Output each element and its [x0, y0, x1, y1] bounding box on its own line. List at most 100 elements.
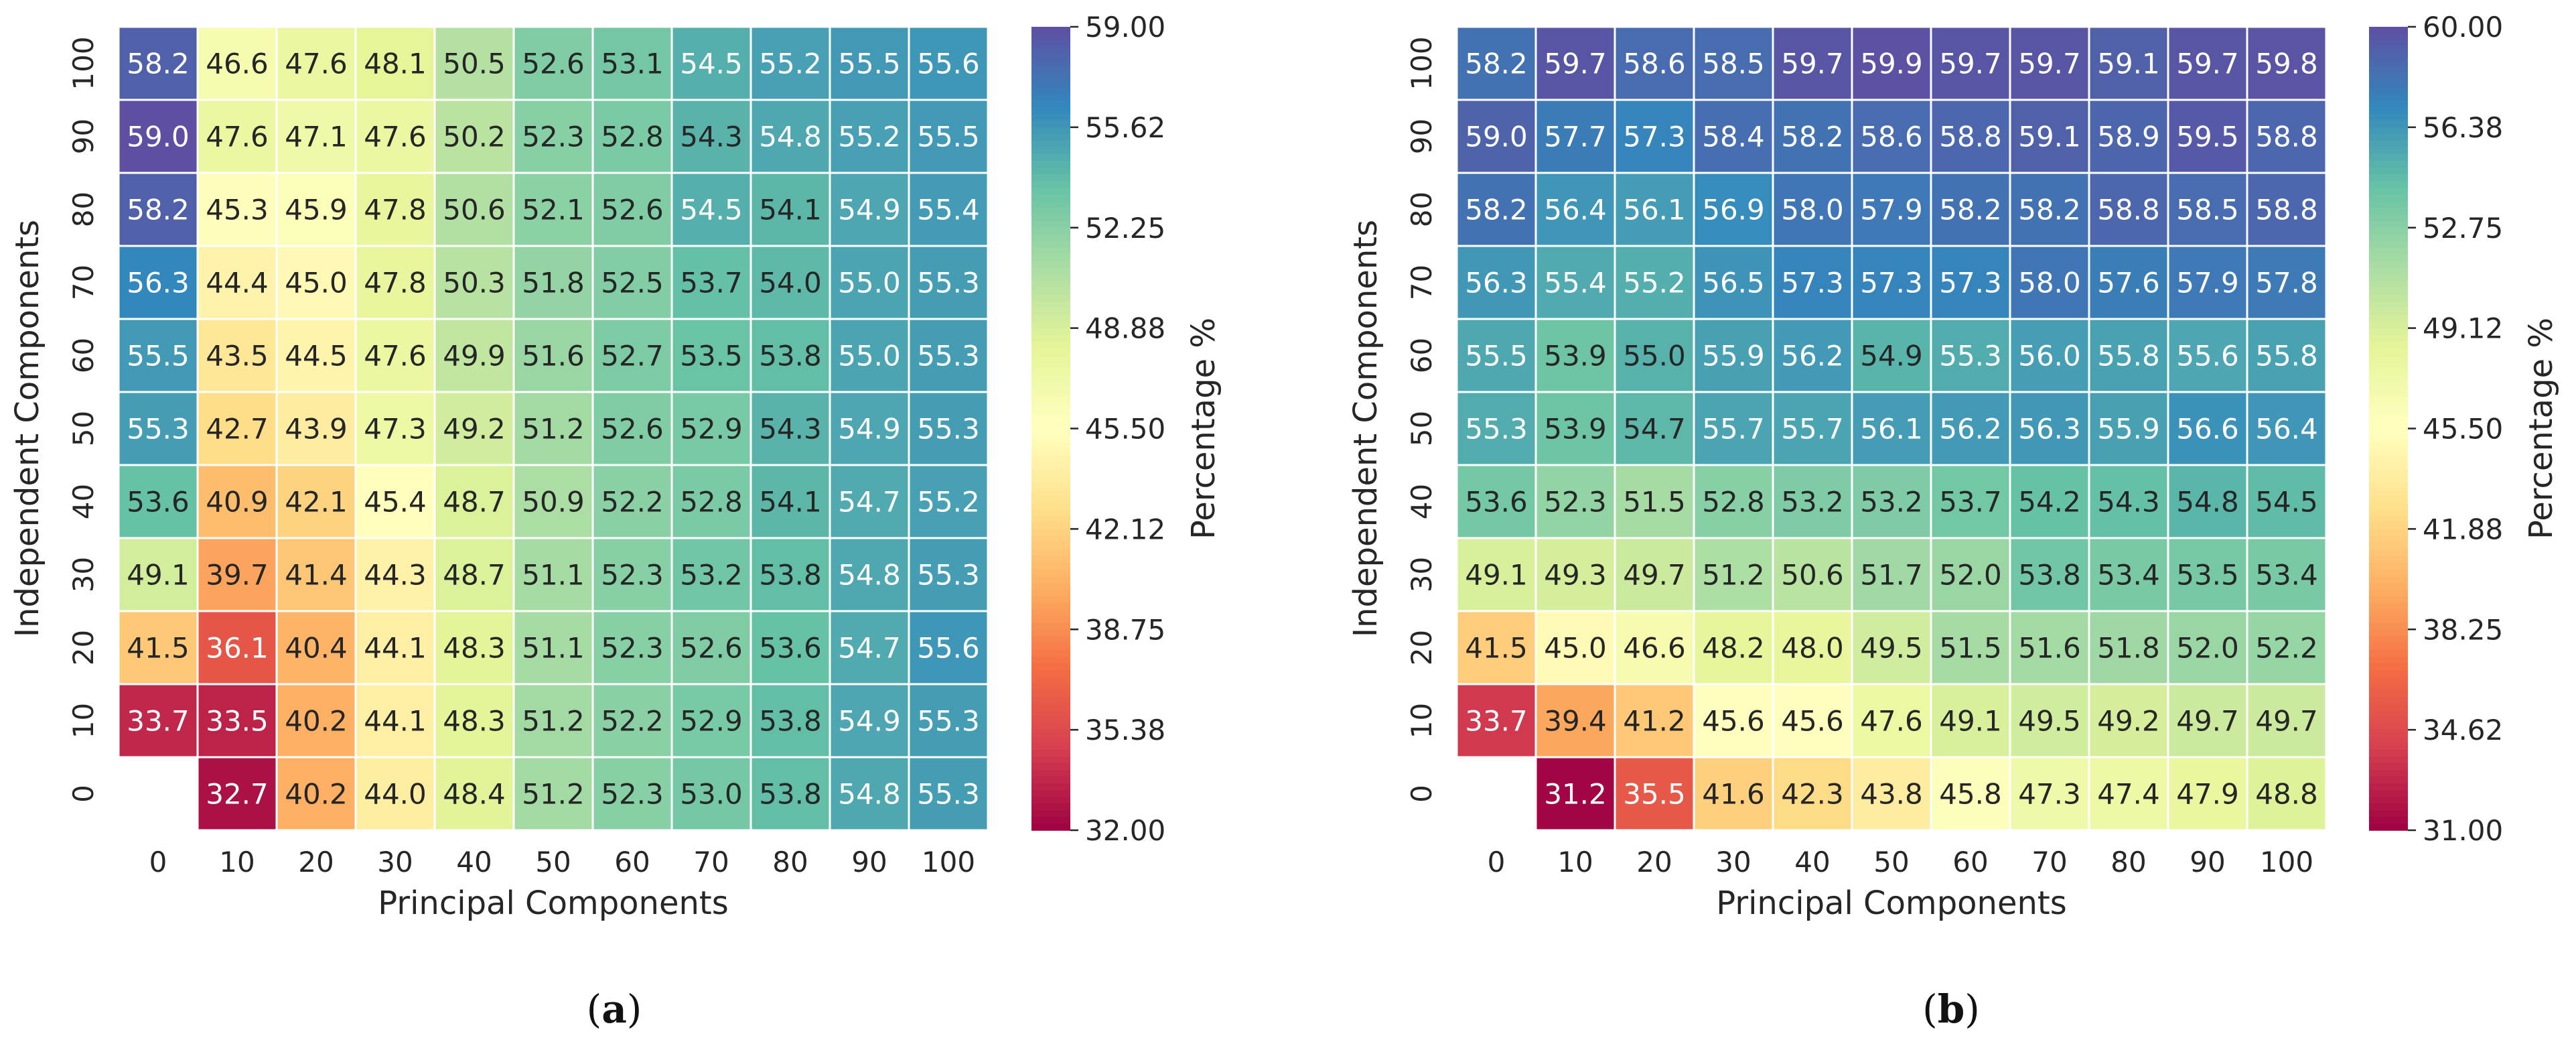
- heatmap-cell: [2246, 25, 2328, 101]
- colorbar-segment: [1031, 408, 1070, 416]
- heatmap-cell: [908, 245, 989, 320]
- heatmap-cell-label: 51.8: [2097, 632, 2160, 665]
- heatmap-cell: [2009, 172, 2090, 247]
- colorbar-segment: [1031, 180, 1070, 188]
- heatmap-cell-label: 48.3: [443, 705, 506, 738]
- caption-letter-a: a: [601, 986, 627, 1032]
- heatmap-cell-label: 51.5: [1939, 632, 2002, 665]
- heatmap-cell-label: 58.5: [1702, 48, 1765, 80]
- x-tick-label: 40: [1794, 846, 1830, 878]
- colorbar-segment: [1031, 220, 1070, 228]
- colorbar-segment: [1031, 247, 1070, 255]
- heatmap-cell: [117, 318, 199, 393]
- heatmap-cell-label: 54.9: [1860, 340, 1923, 373]
- heatmap-cell-label: 59.8: [2255, 48, 2318, 80]
- colorbar-tick-label: 56.38: [2423, 111, 2503, 144]
- colorbar-segment: [1031, 207, 1070, 215]
- colorbar-segment: [1031, 736, 1070, 744]
- heatmap-cell-label: 52.1: [522, 194, 585, 226]
- heatmap-cell: [1851, 25, 1932, 101]
- colorbar-tick-label: 55.62: [1085, 111, 1165, 144]
- heatmap-cell: [2246, 683, 2328, 759]
- heatmap-cell: [1534, 756, 1616, 832]
- heatmap-cell-label: 49.7: [2176, 705, 2239, 738]
- heatmap-cell-label: 53.8: [759, 705, 822, 738]
- colorbar-tick-label: 42.12: [1085, 513, 1165, 545]
- heatmap-cell-label: 31.2: [1544, 778, 1607, 811]
- heatmap-cell: [2246, 464, 2328, 539]
- heatmap-cell-label: 58.0: [1781, 194, 1844, 226]
- heatmap-cell: [433, 610, 515, 685]
- heatmap-cell-label: 55.2: [759, 48, 822, 80]
- heatmap-cell: [1693, 172, 1774, 247]
- colorbar-segment: [2369, 401, 2408, 409]
- x-tick-label: 30: [377, 846, 413, 878]
- heatmap-cell: [2167, 245, 2248, 320]
- heatmap-cell-label: 52.8: [1702, 486, 1765, 519]
- colorbar-segment: [1031, 757, 1070, 764]
- colorbar-segment: [1031, 770, 1070, 777]
- heatmap-cell-label: 58.5: [2176, 194, 2239, 226]
- colorbar-segment: [2369, 261, 2408, 269]
- heatmap-cell-label: 47.8: [364, 267, 427, 300]
- heatmap-cell: [2009, 318, 2090, 393]
- colorbar-segment: [2369, 663, 2408, 670]
- colorbar-segment: [1031, 167, 1070, 175]
- heatmap-cell-label: 54.3: [759, 413, 822, 446]
- colorbar-segment: [2369, 495, 2408, 503]
- heatmap-cell-empty: [119, 757, 198, 830]
- heatmap-cell-label: 55.3: [917, 340, 980, 373]
- colorbar-segment: [1031, 562, 1070, 570]
- colorbar-segment: [2369, 334, 2408, 342]
- heatmap-cell: [1693, 318, 1774, 393]
- y-tick-label: 0: [1405, 785, 1438, 803]
- colorbar-segment: [2369, 53, 2408, 61]
- heatmap-cell: [1772, 99, 1853, 174]
- x-tick-label: 0: [149, 846, 167, 878]
- heatmap-cell: [2167, 464, 2248, 539]
- colorbar-tick-label: 60.00: [2423, 11, 2503, 44]
- heatmap-cell-label: 58.2: [127, 48, 190, 80]
- heatmap-cell-label: 47.6: [206, 121, 269, 153]
- y-tick-label: 80: [1405, 192, 1438, 227]
- heatmap-cell: [1930, 464, 2011, 539]
- heatmap-cell: [670, 172, 752, 247]
- heatmap-cell: [749, 25, 831, 101]
- heatmap-cell: [1614, 172, 1695, 247]
- heatmap-cell: [196, 683, 278, 759]
- heatmap-cell: [2167, 756, 2248, 832]
- colorbar-tick-label: 35.38: [1085, 714, 1165, 746]
- colorbar-segment: [2369, 140, 2408, 148]
- heatmap-cell: [354, 537, 436, 612]
- colorbar-segment: [2369, 27, 2408, 34]
- colorbar-segment: [2369, 214, 2408, 222]
- y-tick-label: 40: [67, 484, 100, 519]
- x-axis-title: Principal Components: [378, 885, 728, 922]
- colorbar-segment: [1031, 421, 1070, 430]
- colorbar-segment: [2369, 797, 2408, 804]
- heatmap-cell-label: 48.7: [443, 559, 506, 592]
- heatmap-cell: [196, 99, 278, 174]
- colorbar-segment: [1031, 227, 1070, 235]
- heatmap-cell-label: 54.5: [680, 194, 743, 226]
- heatmap-cell-label: 54.9: [838, 194, 901, 226]
- colorbar-segment: [1031, 428, 1070, 436]
- colorbar-segment: [2369, 381, 2408, 389]
- colorbar-tick-label: 41.88: [2423, 513, 2503, 545]
- colorbar-segment: [1031, 388, 1070, 396]
- x-tick-label: 70: [693, 846, 729, 878]
- heatmap-cell: [1851, 464, 1932, 539]
- heatmap-cell: [591, 172, 673, 247]
- heatmap-cell-label: 51.2: [522, 778, 585, 811]
- heatmap-cell-label: 59.7: [2176, 48, 2239, 80]
- heatmap-cell: [117, 683, 199, 759]
- colorbar-label: Percentage %: [2522, 318, 2560, 539]
- heatmap-cell-label: 58.6: [1623, 48, 1686, 80]
- colorbar-segment: [2369, 227, 2408, 235]
- heatmap-cell: [1772, 391, 1853, 466]
- heatmap-cell-label: 58.6: [1860, 121, 1923, 153]
- heatmap-cell: [512, 99, 594, 174]
- x-tick-label: 90: [2190, 846, 2225, 878]
- heatmap-cell-label: 57.9: [2176, 267, 2239, 300]
